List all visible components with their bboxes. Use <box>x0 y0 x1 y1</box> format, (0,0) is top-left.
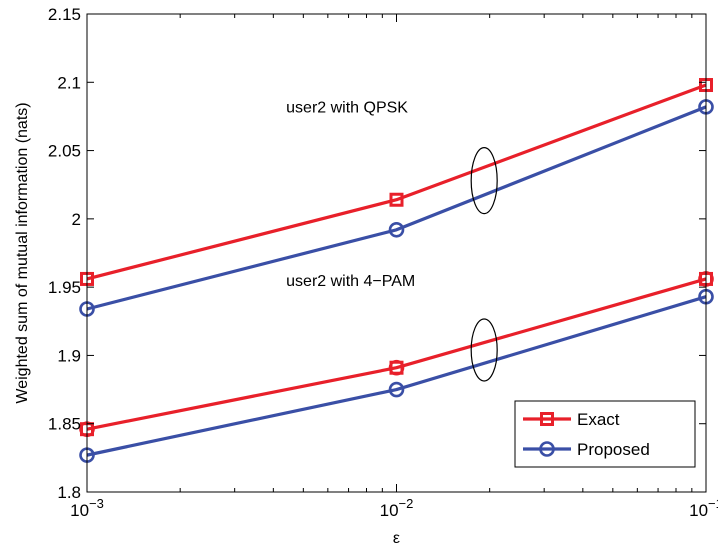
y-tick-label: 2.1 <box>57 73 81 92</box>
data-point <box>388 381 405 398</box>
legend-entries: Exact Proposed <box>523 410 650 459</box>
x-tick-label: 10−2 <box>380 496 414 520</box>
annotation-pam: user2 with 4−PAM <box>286 273 415 290</box>
y-tick-label: 2 <box>72 210 81 229</box>
x-axis-label: ε <box>393 530 400 547</box>
y-tick-label: 2.15 <box>48 5 81 24</box>
pam-group-ellipse <box>470 318 498 382</box>
y-tick-label: 1.85 <box>48 415 81 434</box>
legend-label: Proposed <box>577 440 650 459</box>
annotation-qpsk: user2 with QPSK <box>286 99 408 116</box>
y-tick-label: 2.05 <box>48 142 81 161</box>
series-line <box>86 83 707 281</box>
legend-label: Exact <box>577 410 620 429</box>
x-tick-label: 10−3 <box>70 496 104 520</box>
legend-swatch-marker <box>539 441 555 457</box>
data-point <box>388 359 405 376</box>
legend: Exact Proposed <box>514 400 696 468</box>
series-line <box>86 105 707 311</box>
data-point <box>388 221 405 238</box>
series-line <box>86 277 707 431</box>
data-point <box>389 192 404 207</box>
qpsk-group-ellipse <box>470 147 498 215</box>
y-tick-label: 1.95 <box>48 278 81 297</box>
series-line <box>86 295 707 457</box>
y-tick-label: 1.9 <box>57 346 81 365</box>
annotation-layer: user2 with QPSK user2 with 4−PAM <box>286 99 498 382</box>
legend-swatch-marker <box>540 412 554 426</box>
x-tick-label: 10−1 <box>689 496 718 520</box>
axis-layer: 1.8 1.85 1.9 1.95 2 2.05 2.1 2.15 10−3 10−2 10−1 <box>48 5 718 520</box>
y-axis-label: Weighted sum of mutual information (nats… <box>14 102 31 403</box>
y-tick-label: 1.8 <box>57 483 81 502</box>
